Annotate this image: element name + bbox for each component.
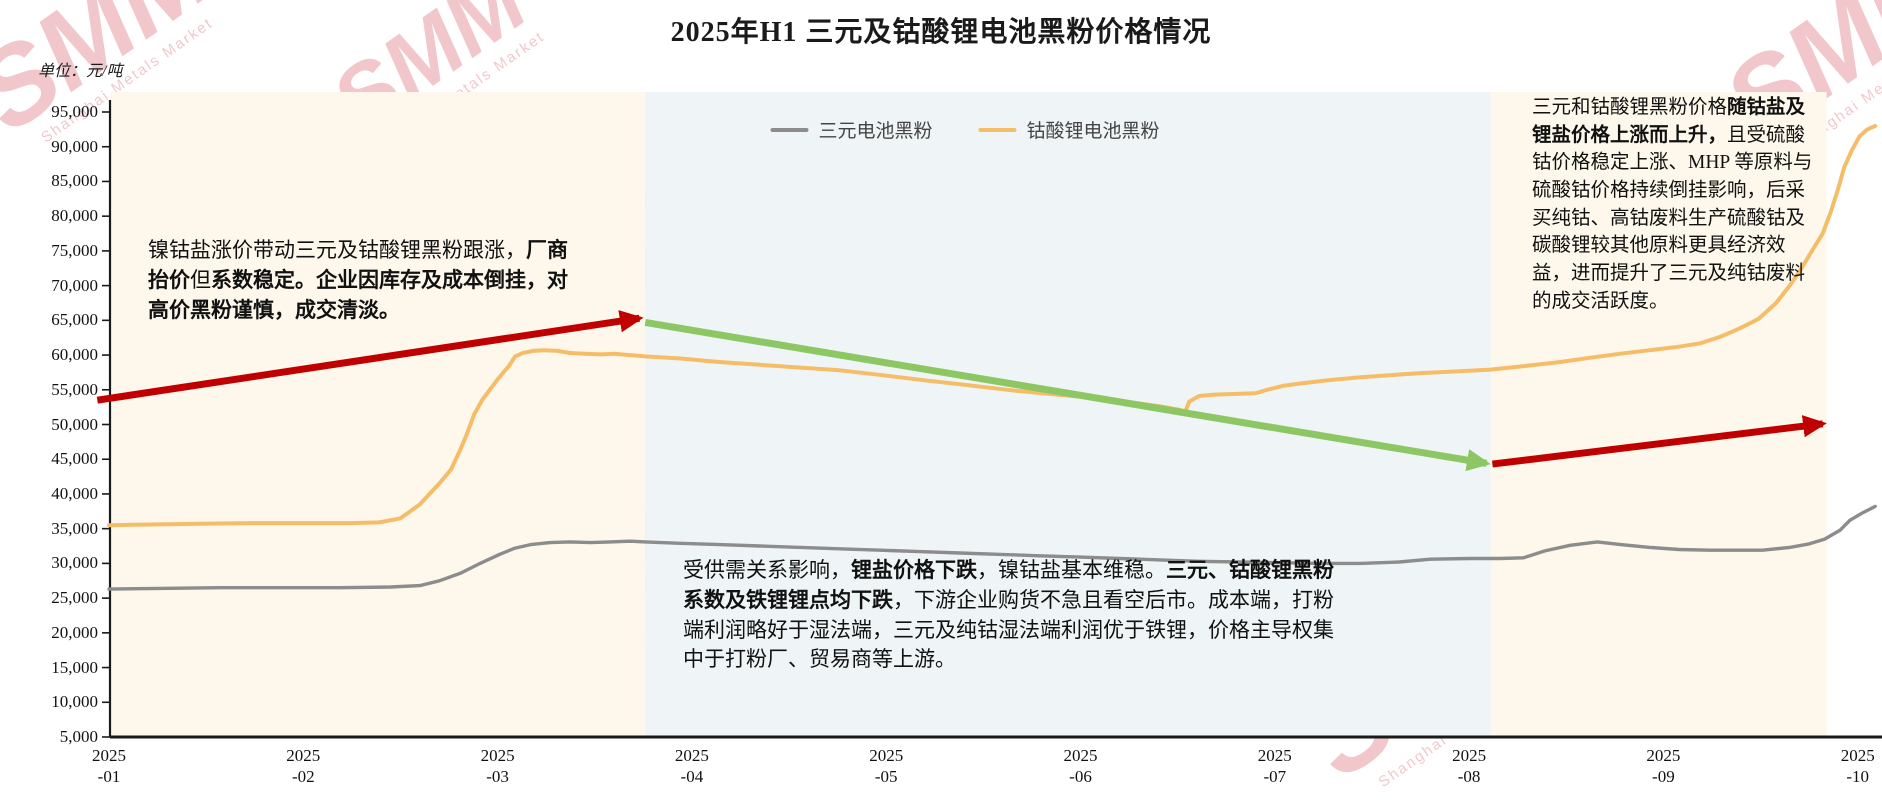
y-tick-label: 75,000: [51, 240, 98, 260]
trend-arrow-downtrend: [644, 318, 1491, 472]
background-band-2: [1490, 92, 1827, 737]
annotation-segment: 随钴盐及锂盐价格上涨而上升，: [1532, 97, 1806, 146]
y-tick-label: 20,000: [51, 622, 98, 642]
x-tick-label: 2025 -03: [480, 746, 515, 787]
x-tick-label: 2025 -10: [1840, 746, 1875, 787]
trend-arrow-uptrend-h1: [96, 310, 644, 404]
page-title: 2025年H1 三元及钴酸锂电池黑粉价格情况: [670, 17, 1212, 48]
y-tick-label: 85,000: [51, 171, 98, 191]
background-band-0: [110, 92, 646, 737]
y-tick-label: 10,000: [51, 692, 98, 712]
annotation-segment: 受供需关系影响，: [683, 558, 851, 582]
y-tick-label: 70,000: [51, 275, 98, 295]
annotation-segment: 锂盐价格下跌: [851, 558, 977, 582]
x-tick-label: 2025 -09: [1646, 746, 1681, 787]
annotation-segment: 镍钴盐涨价带动三元及钴酸锂黑粉跟涨，: [148, 238, 526, 262]
x-tick-label: 2025 -08: [1452, 746, 1487, 787]
y-tick-label: 25,000: [51, 588, 98, 608]
y-tick-label: 15,000: [51, 657, 98, 677]
x-tick-label: 2025 -05: [869, 746, 904, 787]
series-line-lco: [107, 123, 1878, 528]
y-tick-label: 30,000: [51, 553, 98, 573]
legend-label-lco: 钴酸锂电池黑粉: [1026, 121, 1160, 142]
annotation-segment: ，下游企业购货不急且看空后市。成本端，打粉端利润略好于湿法端，三元及纯钴湿法端利…: [683, 587, 1334, 672]
annotation-segment: 且受硫酸钴价格稳定上涨、MHP 等原料与硫酸钴价格持续倒挂影响，后采买纯钴、高钴…: [1532, 124, 1813, 312]
y-tick-label: 45,000: [51, 449, 98, 469]
x-tick-label: 2025 -04: [674, 746, 709, 787]
y-tick-label: 55,000: [51, 379, 98, 399]
series-line-ternary: [107, 504, 1877, 591]
legend-label-ternary: 三元电池黑粉: [818, 121, 933, 142]
legend: 三元电池黑粉 钴酸锂电池黑粉: [770, 116, 1160, 143]
legend-swatch-ternary: [770, 127, 809, 132]
annotation-middle: 受供需关系影响，锂盐价格下跌，镍钴盐基本维稳。三元、钴酸锂黑粉系数及铁锂锂点均下…: [683, 556, 1335, 675]
y-tick-label: 50,000: [51, 414, 98, 434]
y-tick-label: 5,000: [59, 727, 98, 746]
legend-swatch-lco: [978, 127, 1017, 132]
annotation-segment: 系数稳定。企业因库存及成本倒挂，对高价黑粉谨慎，成交清淡。: [148, 267, 568, 322]
x-tick-label: 2025 -07: [1257, 746, 1292, 787]
annotation-segment: 但: [190, 267, 211, 292]
legend-item-lco: 钴酸锂电池黑粉: [978, 116, 1160, 143]
axis-unit-label: 单位：元/吨: [38, 63, 123, 80]
y-tick-label: 40,000: [51, 483, 98, 503]
y-tick-label: 35,000: [51, 518, 98, 538]
x-tick-label: 2025 -01: [92, 746, 126, 787]
y-tick-label: 90,000: [51, 136, 98, 156]
annotation-q1: 镍钴盐涨价带动三元及钴酸锂黑粉跟涨，厂商抬价但系数稳定。企业因库存及成本倒挂，对…: [148, 236, 568, 325]
annotation-q3: 三元和钴酸锂黑粉价格随钴盐及锂盐价格上涨而上升，且受硫酸钴价格稳定上涨、MHP …: [1532, 94, 1816, 316]
annotation-segment: 三元、钴酸锂黑粉系数及铁锂锂点均下跌: [683, 558, 1334, 612]
annotation-segment: 三元和钴酸锂黑粉价格: [1532, 97, 1728, 118]
x-tick-label: 2025 -02: [286, 746, 321, 787]
background-band-1: [645, 92, 1491, 737]
y-tick-label: 95,000: [51, 102, 98, 121]
trend-arrow-uptrend-h2: [1491, 415, 1827, 468]
legend-item-ternary: 三元电池黑粉: [770, 116, 933, 143]
y-tick-label: 60,000: [51, 345, 98, 365]
y-tick-label: 80,000: [51, 206, 98, 226]
x-tick-label: 2025 -06: [1063, 746, 1098, 787]
annotation-segment: 厂商抬价: [148, 238, 568, 292]
annotation-segment: ，镍钴盐基本维稳。: [977, 558, 1166, 582]
y-tick-label: 65,000: [51, 310, 98, 330]
